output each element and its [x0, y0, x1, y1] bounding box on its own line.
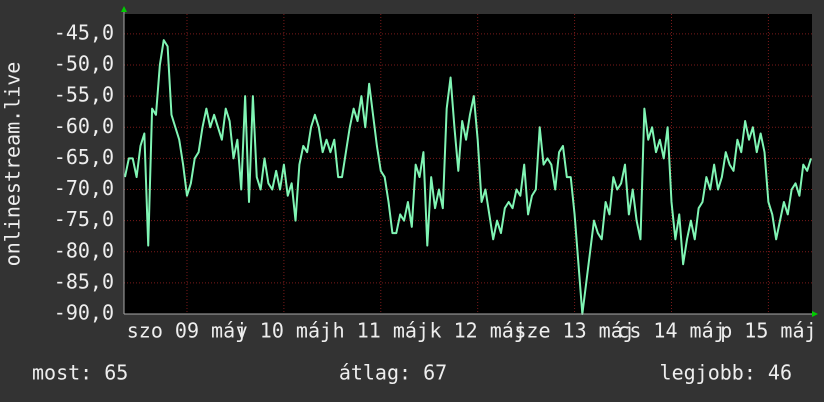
x-tick-label: h 11 máj [333, 319, 429, 343]
axis-arrow [121, 6, 127, 12]
y-tick-label: -50,0 [54, 52, 114, 76]
y-tick-label: -85,0 [54, 269, 114, 293]
y-tick-label: -60,0 [54, 114, 114, 138]
y-tick-label: -45,0 [54, 20, 114, 44]
x-tick-label: cs 14 máj [617, 319, 725, 343]
x-tick-label: v 10 máj [236, 319, 332, 343]
x-tick-label: sze 13 máj [514, 319, 634, 343]
y-tick-label: -75,0 [54, 207, 114, 231]
x-tick-label: szo 09 máj [127, 319, 247, 343]
y-tick-label: -80,0 [54, 238, 114, 262]
y-tick-label: -90,0 [54, 301, 114, 325]
x-tick-label: p 15 máj [720, 319, 816, 343]
stat-best: legjobb: 46 [660, 361, 792, 385]
y-tick-label: -70,0 [54, 176, 114, 200]
x-tick-label: k 12 máj [430, 319, 526, 343]
y-tick-label: -65,0 [54, 145, 114, 169]
data-line [123, 39, 812, 315]
y-axis-label: onlinestream.live [1, 62, 25, 267]
y-tick-label: -55,0 [54, 83, 114, 107]
axis-arrow [812, 311, 818, 317]
plot-area [124, 14, 812, 314]
stat-current: most: 65 [32, 361, 128, 385]
stat-average: átlag: 67 [339, 361, 447, 385]
